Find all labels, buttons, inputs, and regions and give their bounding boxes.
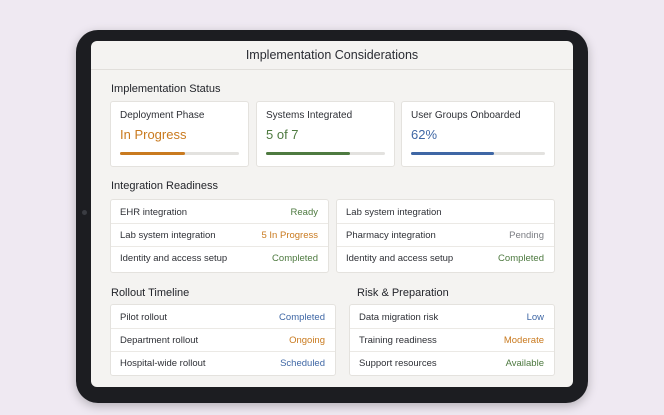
status-text: Completed (498, 253, 544, 264)
camera-dot (82, 210, 87, 215)
table-row[interactable]: Lab system integration (337, 201, 554, 224)
metric-value: In Progress (120, 127, 187, 142)
row-label: Identity and access setup (120, 253, 228, 264)
row-label: Support resources (359, 358, 437, 369)
table-row[interactable]: Lab system integration 5 In Progress (111, 224, 328, 247)
metric-label: Deployment Phase (120, 110, 205, 121)
status-text: Completed (279, 311, 325, 323)
status-text: Moderate (503, 334, 544, 346)
metric-label: Systems Integrated (266, 110, 353, 121)
app-screen: Implementation Considerations Implementa… (91, 41, 573, 387)
status-text: Completed (272, 253, 318, 264)
row-label: Pharmacy integration (346, 229, 436, 241)
page-title: Implementation Considerations (245, 48, 419, 62)
risk-preparation-heading: Risk & Preparation (357, 287, 449, 299)
rollout-timeline-table: Pilot rollout Completed Department rollo… (110, 304, 336, 376)
tablet-frame: Implementation Considerations Implementa… (76, 30, 588, 403)
systems-integrated-card[interactable]: Systems Integrated 5 of 7 (256, 101, 395, 167)
status-text: Ready (290, 206, 318, 218)
implementation-status-heading: Implementation Status (111, 83, 221, 95)
status-text: Scheduled (280, 358, 325, 369)
table-row[interactable]: Support resources Available (350, 352, 554, 375)
table-row[interactable]: Department rollout Ongoing (111, 329, 335, 352)
metric-value: 5 of 7 (266, 127, 299, 142)
status-text: Available (505, 358, 544, 369)
row-label: Identity and access setup (346, 253, 454, 264)
table-row[interactable]: Identity and access setup Completed (337, 247, 554, 270)
status-text: 5 In Progress (261, 229, 319, 241)
row-label: Training readiness (359, 334, 437, 346)
table-row[interactable]: Pilot rollout Completed (111, 306, 335, 329)
row-label: Data migration risk (359, 311, 439, 323)
row-label: Hospital-wide rollout (120, 358, 206, 369)
row-label: Lab system integration (120, 229, 216, 241)
table-row[interactable]: Hospital-wide rollout Scheduled (111, 352, 335, 375)
row-label: EHR integration (120, 206, 188, 218)
title-bar: Implementation Considerations (91, 41, 573, 70)
progress-fill (120, 152, 186, 155)
progress-fill (411, 152, 495, 155)
row-label: Department rollout (120, 334, 199, 346)
metric-label: User Groups Onboarded (411, 110, 521, 121)
user-groups-card[interactable]: User Groups Onboarded 62% (401, 101, 555, 167)
progress-fill (266, 152, 351, 155)
row-label: Pilot rollout (120, 311, 167, 323)
status-text: Pending (509, 229, 544, 241)
table-row[interactable]: Data migration risk Low (350, 306, 554, 329)
rollout-timeline-heading: Rollout Timeline (111, 287, 190, 299)
status-text: Low (526, 311, 544, 323)
table-row[interactable]: EHR integration Ready (111, 201, 328, 224)
metric-value: 62% (411, 127, 438, 142)
progress-track (411, 152, 545, 155)
table-row[interactable]: Identity and access setup Completed (111, 247, 328, 270)
integration-right-table: Lab system integration Pharmacy integrat… (336, 199, 555, 273)
table-row[interactable]: Training readiness Moderate (350, 329, 554, 352)
table-row[interactable]: Pharmacy integration Pending (337, 224, 554, 247)
progress-track (120, 152, 239, 155)
integration-left-table: EHR integration Ready Lab system integra… (110, 199, 329, 273)
row-label: Lab system integration (346, 206, 442, 218)
risk-preparation-table: Data migration risk Low Training readine… (349, 304, 555, 376)
status-text: Ongoing (289, 334, 325, 346)
deployment-phase-card[interactable]: Deployment Phase In Progress (110, 101, 249, 167)
integration-readiness-heading: Integration Readiness (111, 180, 219, 192)
progress-track (266, 152, 385, 155)
